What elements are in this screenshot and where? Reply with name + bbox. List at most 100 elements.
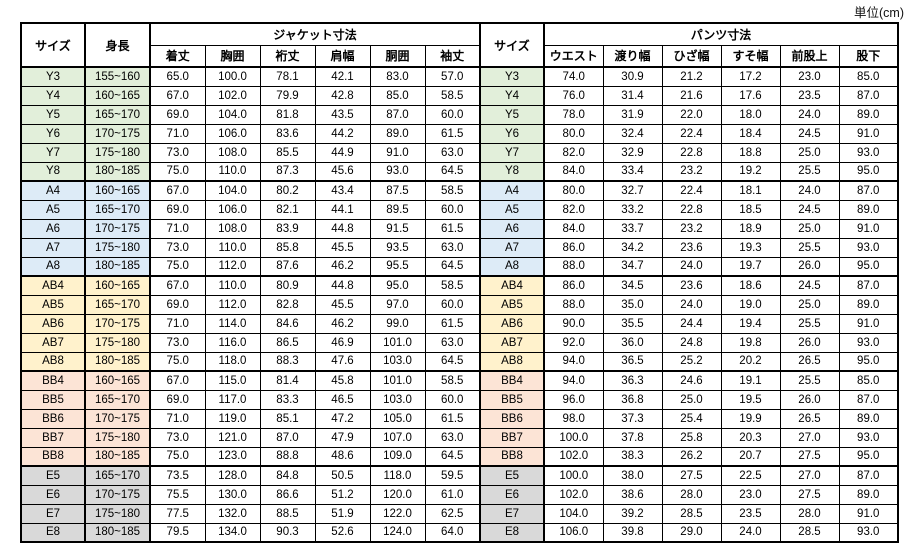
pants-value-cell: 35.0 [602, 294, 663, 315]
jacket-value-cell: 50.5 [314, 465, 371, 486]
jacket-value-cell: 123.0 [204, 446, 261, 467]
pants-value-cell: 26.0 [779, 389, 840, 410]
jacket-value-cell: 75.0 [149, 256, 206, 277]
jacket-value-cell: 107.0 [369, 427, 426, 448]
pants-value-cell: 23.2 [661, 218, 722, 239]
pants-value-cell: 93.0 [838, 522, 899, 543]
jacket-value-cell: 64.5 [424, 351, 481, 372]
jacket-value-cell: 86.5 [259, 332, 316, 353]
pants-value-cell: 91.0 [838, 503, 899, 524]
table-row: AB6 170~175 71.0 114.0 84.6 46.2 99.0 61.5 AB6 90… [20, 313, 899, 334]
pants-value-cell: 18.4 [720, 123, 781, 144]
table-row: Y8 180~185 75.0 110.0 87.3 45.6 93.0 64.5 Y8 84.0… [20, 161, 899, 182]
pants-value-cell: 18.0 [720, 104, 781, 125]
pants-value-cell: 25.0 [661, 389, 722, 410]
jacket-value-cell: 104.0 [204, 180, 261, 201]
jacket-value-cell: 101.0 [369, 370, 426, 391]
size-cell: BB4 [20, 370, 86, 391]
height-cell: 180~185 [84, 446, 151, 467]
header-jacket-col: 胴囲 [369, 44, 426, 68]
pants-value-cell: 30.9 [602, 66, 663, 87]
jacket-value-cell: 82.8 [259, 294, 316, 315]
jacket-value-cell: 118.0 [369, 465, 426, 486]
pants-value-cell: 26.2 [661, 446, 722, 467]
jacket-value-cell: 89.5 [369, 199, 426, 220]
table-row: Y7 175~180 73.0 108.0 85.5 44.9 91.0 63.0 Y7 82.0… [20, 142, 899, 163]
pants-value-cell: 34.5 [602, 275, 663, 296]
pants-value-cell: 82.0 [543, 199, 604, 220]
size-cell: BB8 [479, 446, 545, 467]
size-cell: A5 [479, 199, 545, 220]
jacket-value-cell: 43.5 [314, 104, 371, 125]
jacket-value-cell: 110.0 [204, 237, 261, 258]
height-cell: 155~160 [84, 66, 151, 87]
jacket-value-cell: 71.0 [149, 218, 206, 239]
height-cell: 165~170 [84, 465, 151, 486]
jacket-value-cell: 81.4 [259, 370, 316, 391]
pants-value-cell: 86.0 [543, 237, 604, 258]
pants-value-cell: 24.5 [779, 199, 840, 220]
jacket-value-cell: 63.0 [424, 237, 481, 258]
pants-value-cell: 38.0 [602, 465, 663, 486]
height-cell: 165~170 [84, 389, 151, 410]
pants-value-cell: 37.8 [602, 427, 663, 448]
size-cell: BB4 [479, 370, 545, 391]
size-cell: E8 [20, 522, 86, 543]
size-cell: Y4 [20, 85, 86, 106]
pants-value-cell: 94.0 [543, 370, 604, 391]
unit-label: 単位(cm) [854, 6, 904, 20]
size-cell: A4 [20, 180, 86, 201]
size-cell: BB7 [20, 427, 86, 448]
jacket-value-cell: 83.9 [259, 218, 316, 239]
jacket-value-cell: 45.6 [314, 161, 371, 182]
jacket-value-cell: 119.0 [204, 408, 261, 429]
jacket-value-cell: 69.0 [149, 294, 206, 315]
jacket-value-cell: 80.9 [259, 275, 316, 296]
pants-value-cell: 85.0 [838, 66, 899, 87]
jacket-value-cell: 81.8 [259, 104, 316, 125]
pants-value-cell: 95.0 [838, 351, 899, 372]
jacket-value-cell: 60.0 [424, 294, 481, 315]
jacket-value-cell: 87.3 [259, 161, 316, 182]
jacket-value-cell: 106.0 [204, 199, 261, 220]
jacket-value-cell: 80.2 [259, 180, 316, 201]
size-cell: A5 [20, 199, 86, 220]
height-cell: 175~180 [84, 427, 151, 448]
pants-value-cell: 25.5 [779, 161, 840, 182]
jacket-value-cell: 104.0 [204, 104, 261, 125]
pants-value-cell: 17.2 [720, 66, 781, 87]
pants-value-cell: 80.0 [543, 123, 604, 144]
jacket-value-cell: 52.6 [314, 522, 371, 543]
pants-value-cell: 24.5 [779, 123, 840, 144]
table-body: Y3 155~160 65.0 100.0 78.1 42.1 83.0 57.0 Y3 74.0… [20, 66, 899, 543]
jacket-value-cell: 132.0 [204, 503, 261, 524]
pants-value-cell: 32.9 [602, 142, 663, 163]
table-row: A8 180~185 75.0 112.0 87.6 46.2 95.5 64.5 A8 88.0… [20, 256, 899, 277]
jacket-value-cell: 95.0 [369, 275, 426, 296]
jacket-value-cell: 63.0 [424, 142, 481, 163]
jacket-value-cell: 84.8 [259, 465, 316, 486]
jacket-value-cell: 85.8 [259, 237, 316, 258]
pants-value-cell: 18.5 [720, 199, 781, 220]
pants-value-cell: 24.0 [661, 294, 722, 315]
pants-value-cell: 23.6 [661, 275, 722, 296]
jacket-value-cell: 87.0 [259, 427, 316, 448]
jacket-value-cell: 105.0 [369, 408, 426, 429]
jacket-value-cell: 69.0 [149, 389, 206, 410]
pants-value-cell: 19.2 [720, 161, 781, 182]
header-pants-col: 股下 [838, 44, 899, 68]
jacket-value-cell: 108.0 [204, 218, 261, 239]
pants-value-cell: 24.0 [779, 104, 840, 125]
size-cell: Y6 [479, 123, 545, 144]
jacket-value-cell: 45.5 [314, 237, 371, 258]
jacket-value-cell: 101.0 [369, 332, 426, 353]
jacket-value-cell: 117.0 [204, 389, 261, 410]
jacket-value-cell: 71.0 [149, 313, 206, 334]
pants-value-cell: 22.4 [661, 180, 722, 201]
jacket-value-cell: 88.8 [259, 446, 316, 467]
jacket-value-cell: 95.5 [369, 256, 426, 277]
header-size2: サイズ [479, 22, 545, 68]
jacket-value-cell: 77.5 [149, 503, 206, 524]
pants-value-cell: 87.0 [838, 180, 899, 201]
height-cell: 180~185 [84, 351, 151, 372]
